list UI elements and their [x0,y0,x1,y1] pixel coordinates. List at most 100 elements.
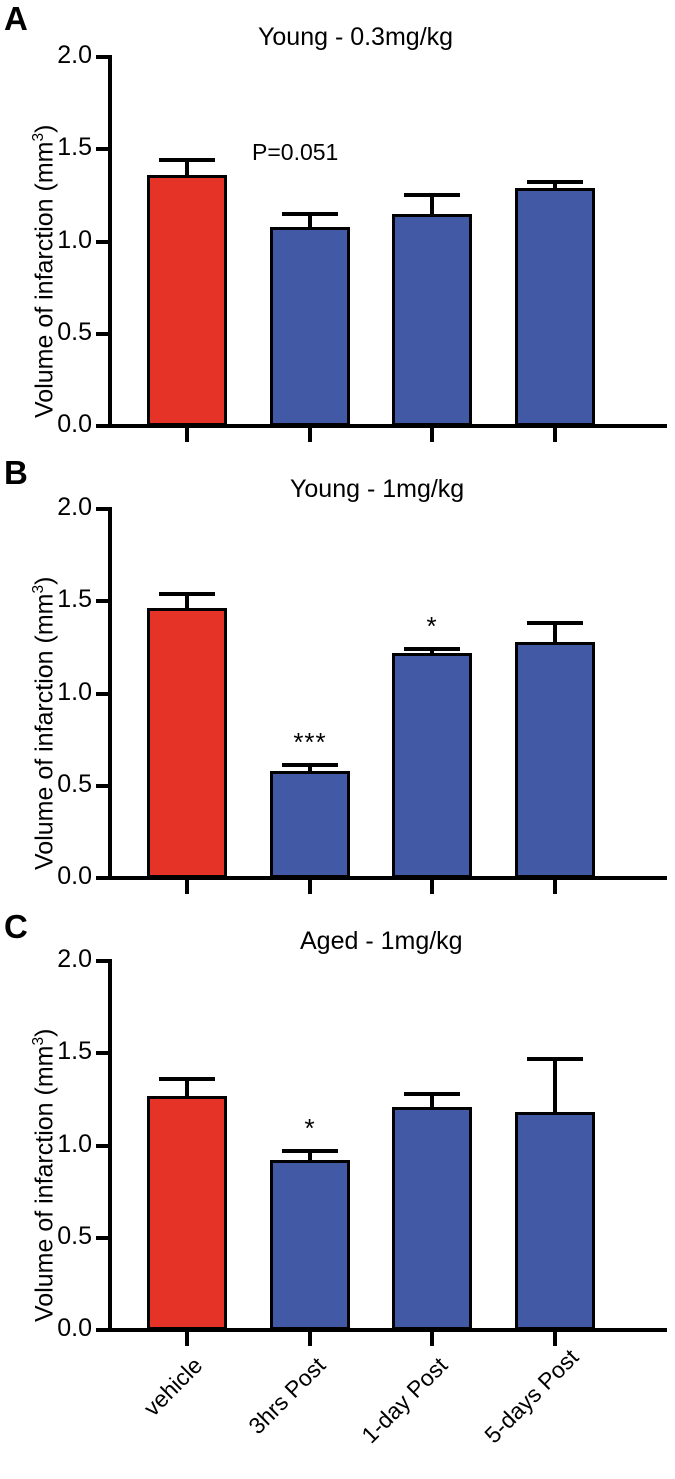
error-bar-cap [282,211,338,216]
panel-b: B Young - 1mg/kg Volume of infarction (mm3… [0,452,675,904]
y-tick [96,1235,108,1240]
y-axis-line [108,55,112,428]
panel-title-c: Aged - 1mg/kg [300,927,463,955]
x-axis-line [108,1328,667,1332]
x-tick [185,880,189,894]
error-bar-cap [159,1077,215,1082]
x-axis-line [108,424,667,428]
bar-3hrs-post[interactable] [270,770,350,878]
y-tick [96,959,108,963]
error-bar-cap [282,763,338,768]
y-tick-label: 1.0 [57,225,92,254]
x-tick [185,1332,189,1346]
error-bar-line [553,621,557,644]
y-tick [96,507,108,511]
y-tick-label: 1.5 [57,133,92,162]
y-tick-label: 0.5 [57,1221,92,1250]
x-axis-line [108,876,667,880]
error-bar-cap [527,180,583,185]
error-bar-cap [159,158,215,163]
bar-1-day-post[interactable] [392,1106,472,1330]
y-tick [96,876,108,880]
y-axis-label: Volume of infarction (mm3) [30,1028,59,1322]
error-bar-line [185,158,189,177]
y-tick [96,331,108,336]
panel-letter-a: A [4,0,28,37]
y-tick [96,1051,108,1056]
x-tick [553,1332,557,1346]
bar-3hrs-post[interactable] [270,226,350,426]
y-tick [96,1328,108,1332]
error-bar-line [308,763,312,773]
bar-1-day-post[interactable] [392,213,472,426]
bar-5-days-post[interactable] [515,1112,595,1330]
bar-vehicle[interactable] [147,608,227,878]
error-bar-cap [527,1056,583,1061]
bar-3hrs-post[interactable] [270,1160,350,1330]
y-tick-label: 1.0 [57,677,92,706]
x-tick [185,428,189,442]
error-bar-line [553,180,557,190]
x-tick [308,1332,312,1346]
error-bar-cap [404,1091,460,1096]
y-tick-label: 2.0 [57,945,92,973]
bar-vehicle[interactable] [147,1095,227,1330]
bar-1-day-post[interactable] [392,652,472,878]
panel-a: A Young - 0.3mg/kg Volume of infarction (m… [0,0,675,452]
bar-5-days-post[interactable] [515,641,595,878]
panel-letter-c: C [4,908,28,945]
y-tick [96,55,108,59]
y-tick-label: 0.5 [57,769,92,798]
y-axis-line [108,959,112,1332]
x-axis-label-5-days-post: 5-days Post [479,1343,584,1449]
y-tick-label: 1.5 [57,1037,92,1066]
x-tick [430,1332,434,1346]
p-value-annotation: P=0.051 [252,138,339,165]
x-axis-label-1-day-post: 1-day Post [356,1352,453,1449]
panel-letter-b: B [4,454,28,491]
significance-marker: *** [293,727,327,758]
error-bar-cap [527,621,583,626]
error-bar-line [430,193,434,216]
y-tick-label: 0.0 [57,410,92,438]
y-tick [96,691,108,696]
error-bar-line [308,211,312,229]
error-bar-line [553,1056,557,1115]
x-tick [430,428,434,442]
error-bar-cap [404,193,460,198]
y-tick-label: 0.5 [57,317,92,346]
x-tick [308,428,312,442]
significance-marker: * [426,611,438,642]
y-tick-label: 0.0 [57,862,92,890]
x-tick [430,880,434,894]
bar-vehicle[interactable] [147,174,227,426]
panel-c: C Aged - 1mg/kg Volume of infarction (mm3)… [0,904,675,1479]
x-tick [308,880,312,894]
y-tick [96,783,108,788]
y-tick-label: 0.0 [57,1314,92,1342]
y-axis-line [108,507,112,880]
panel-title-a: Young - 0.3mg/kg [258,23,454,51]
error-bar-cap [404,647,460,652]
y-tick-label: 1.5 [57,585,92,614]
y-tick-label: 2.0 [57,493,92,521]
bar-5-days-post[interactable] [515,187,595,426]
error-bar-line [185,1077,189,1098]
x-tick [553,428,557,442]
y-tick-label: 1.0 [57,1129,92,1158]
y-tick [96,147,108,152]
y-tick-label: 2.0 [57,41,92,69]
x-tick [553,880,557,894]
x-axis-label-vehicle: vehicle [138,1352,208,1422]
y-tick [96,424,108,428]
y-tick [96,599,108,604]
y-axis-label: Volume of infarction (mm3) [30,576,59,870]
significance-marker: * [304,1113,316,1144]
error-bar-line [430,1091,434,1109]
y-tick [96,1143,108,1148]
x-axis-label-3hrs-post: 3hrs Post [243,1352,331,1440]
y-axis-label: Volume of infarction (mm3) [30,124,59,418]
panel-title-b: Young - 1mg/kg [290,475,465,503]
y-tick [96,239,108,244]
